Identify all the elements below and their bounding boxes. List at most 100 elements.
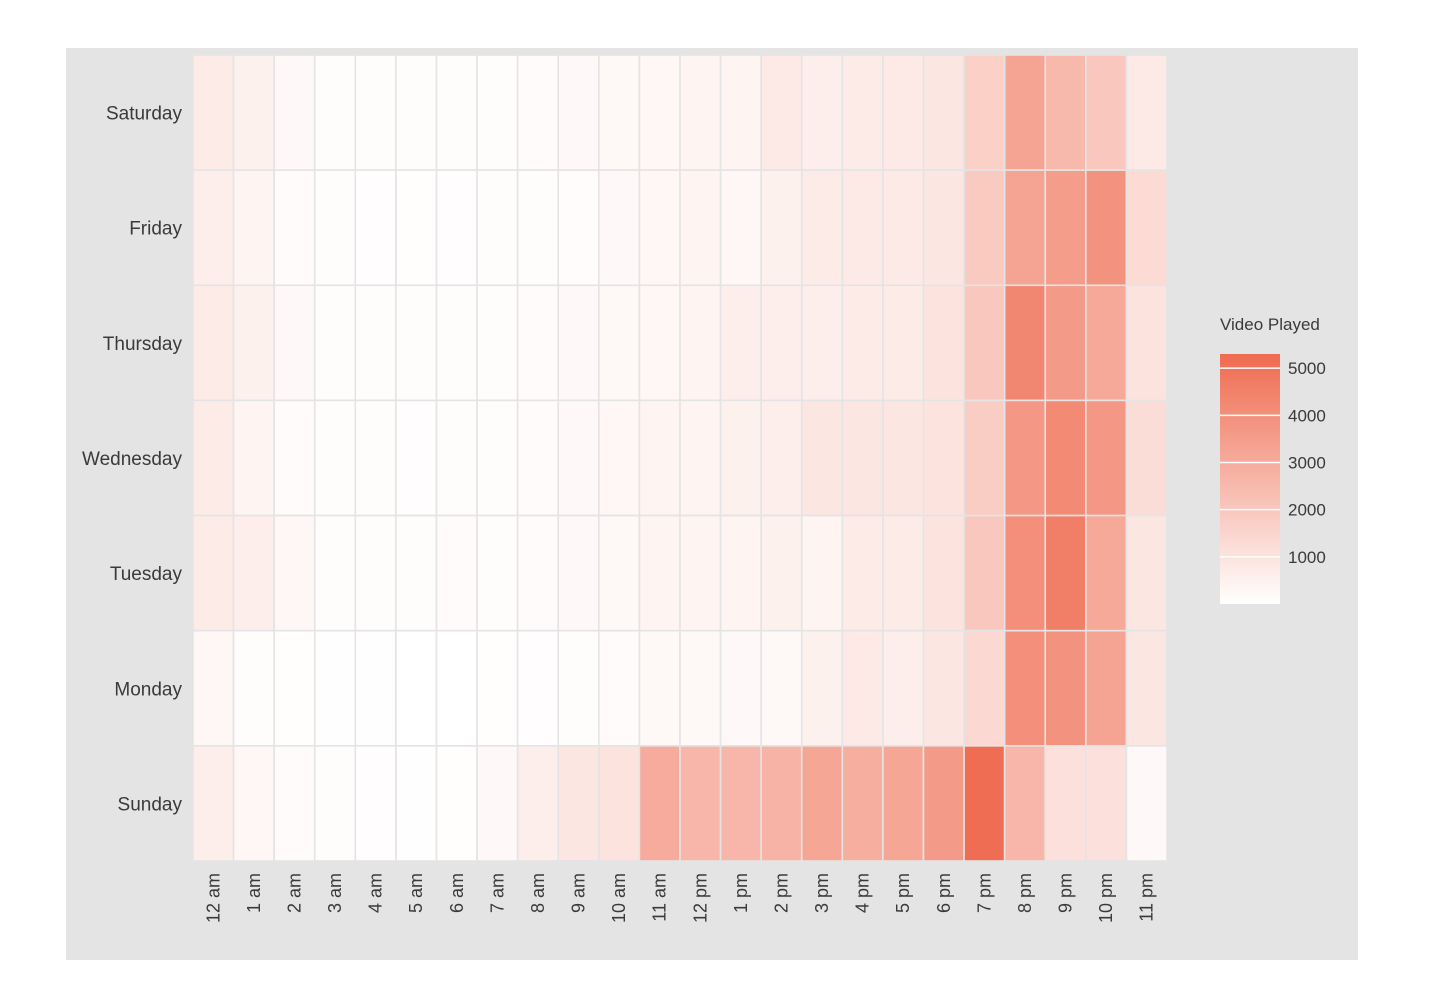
legend-title: Video Played bbox=[1220, 315, 1320, 334]
heatmap-cell bbox=[1085, 169, 1128, 287]
heatmap-cell bbox=[638, 745, 681, 862]
day-label: Wednesday bbox=[82, 449, 182, 470]
heatmap-cell bbox=[963, 629, 1006, 747]
hour-label: 9 pm bbox=[1056, 873, 1076, 913]
day-axis-labels: Saturday Friday Thursday Wednesday Tuesday Mo… bbox=[82, 104, 182, 816]
heatmap-cell bbox=[882, 284, 925, 402]
heatmap-cell bbox=[232, 399, 275, 517]
heatmap-cell bbox=[1085, 745, 1128, 862]
hour-label: 6 pm bbox=[934, 873, 954, 913]
heatmap-cell bbox=[516, 745, 560, 862]
heatmap-cell bbox=[719, 399, 762, 517]
hour-label: 8 pm bbox=[1015, 873, 1035, 913]
heatmap-cell bbox=[395, 54, 438, 171]
heatmap-cell bbox=[1044, 745, 1087, 862]
heatmap-cell bbox=[922, 169, 965, 287]
heatmap-cell bbox=[1003, 54, 1047, 171]
heatmap-cell bbox=[598, 169, 641, 287]
heatmap-cell bbox=[232, 54, 275, 171]
heatmap-cell bbox=[1003, 284, 1047, 402]
hour-axis-labels: 12 am 1 am 2 am 3 am 4 am 5 am 6 am 7 am 8 am 9 a… bbox=[203, 873, 1156, 923]
heatmap-cell bbox=[354, 399, 397, 517]
heatmap-cell bbox=[1125, 745, 1168, 862]
heatmap-cell bbox=[273, 54, 316, 171]
heatmap-cell bbox=[841, 284, 884, 402]
heatmap-cell bbox=[273, 399, 316, 517]
heatmap-cell bbox=[679, 284, 722, 402]
heatmap-cell bbox=[435, 284, 478, 402]
heatmap-cell bbox=[719, 284, 762, 402]
hour-label: 1 am bbox=[244, 873, 264, 913]
heatmap-cell bbox=[516, 54, 560, 171]
heatmap-cell bbox=[516, 514, 560, 632]
hour-label: 11 am bbox=[650, 873, 670, 922]
heatmap-cell bbox=[1125, 54, 1168, 171]
heatmap-cell bbox=[922, 399, 965, 517]
heatmap-cell bbox=[1044, 629, 1087, 747]
day-label: Tuesday bbox=[110, 564, 183, 585]
heatmap-cell bbox=[395, 745, 438, 862]
heatmap-cell bbox=[557, 284, 600, 402]
heatmap-cell bbox=[354, 514, 397, 632]
heatmap-cell bbox=[679, 629, 722, 747]
heatmap-cell bbox=[1003, 745, 1047, 862]
hour-label: 12 pm bbox=[690, 873, 710, 923]
heatmap-cell bbox=[1003, 399, 1047, 517]
hour-label: 12 am bbox=[203, 873, 223, 923]
heatmap-cell bbox=[557, 629, 600, 747]
heatmap-cell bbox=[800, 514, 844, 632]
heatmap-cell bbox=[192, 745, 235, 862]
heatmap-cell bbox=[232, 514, 275, 632]
heatmap-cell bbox=[232, 629, 275, 747]
heatmap-cell bbox=[1003, 629, 1047, 747]
heatmap-cell bbox=[1044, 169, 1087, 287]
day-label: Saturday bbox=[106, 104, 183, 125]
hour-label: 2 am bbox=[284, 873, 304, 913]
heatmap-cell bbox=[1003, 514, 1047, 632]
heatmap-cell bbox=[232, 745, 275, 862]
heatmap-cell bbox=[719, 745, 762, 862]
heatmap-cell bbox=[1125, 284, 1168, 402]
heatmap-cell bbox=[395, 284, 438, 402]
heatmap-cell bbox=[313, 399, 357, 517]
legend-tick-label: 4000 bbox=[1288, 406, 1326, 425]
hour-label: 4 am bbox=[366, 873, 386, 913]
heatmap-cell bbox=[922, 745, 965, 862]
heatmap-cell bbox=[598, 629, 641, 747]
heatmap-cell bbox=[841, 399, 884, 517]
heatmap-cell bbox=[598, 284, 641, 402]
heatmap-cell bbox=[598, 54, 641, 171]
heatmap-cell bbox=[679, 399, 722, 517]
heatmap-cell bbox=[719, 54, 762, 171]
heatmap-cell bbox=[1125, 399, 1168, 517]
heatmap-cell bbox=[1125, 514, 1168, 632]
heatmap-cell bbox=[638, 54, 681, 171]
legend-tick-label: 2000 bbox=[1288, 501, 1326, 520]
heatmap-cell bbox=[192, 514, 235, 632]
heatmap-cell bbox=[354, 284, 397, 402]
heatmap-cell bbox=[638, 399, 681, 517]
heatmap-cell bbox=[557, 399, 600, 517]
heatmap-cell bbox=[800, 54, 844, 171]
heatmap-cell bbox=[800, 745, 844, 862]
heatmap-cell bbox=[435, 54, 478, 171]
hour-label: 2 pm bbox=[771, 873, 791, 913]
day-label: Sunday bbox=[118, 794, 183, 815]
hour-label: 10 am bbox=[609, 873, 629, 923]
heatmap-cell bbox=[313, 745, 357, 862]
legend-tick-label: 3000 bbox=[1288, 453, 1326, 472]
heatmap-cell bbox=[395, 399, 438, 517]
day-label: Thursday bbox=[103, 334, 183, 355]
heatmap-cell bbox=[273, 745, 316, 862]
legend-tick-label: 5000 bbox=[1288, 359, 1326, 378]
heatmap-cell bbox=[800, 629, 844, 747]
heatmap-cell bbox=[273, 284, 316, 402]
heatmap-cell bbox=[760, 399, 803, 517]
heatmap-svg: Saturday Friday Thursday Wednesday Tuesday Mo… bbox=[82, 54, 1326, 923]
hour-label: 7 am bbox=[487, 873, 507, 913]
hour-label: 6 am bbox=[447, 873, 467, 913]
heatmap-cell bbox=[963, 169, 1006, 287]
heatmap-cell bbox=[882, 514, 925, 632]
heatmap-cell bbox=[354, 54, 397, 171]
heatmap-cell bbox=[679, 745, 722, 862]
